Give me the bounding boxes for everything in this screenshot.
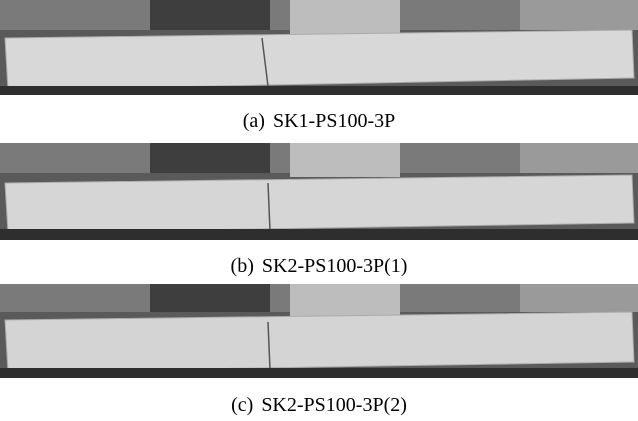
panel-label: (c) [231, 394, 253, 416]
panel-caption: SK2-PS100-3P(1) [262, 255, 408, 277]
caption: (c) SK2-PS100-3P(2) [0, 393, 638, 417]
panel-label: (b) [231, 255, 254, 277]
photo [0, 284, 638, 378]
panel-caption: SK2-PS100-3P(2) [261, 394, 407, 416]
caption: (b) SK2-PS100-3P(1) [0, 254, 638, 278]
panel-caption: SK1-PS100-3P [273, 110, 395, 132]
photo [0, 143, 638, 240]
panel-label: (a) [243, 110, 265, 132]
figure: (a) SK1-PS100-3P (b) SK2-PS100-3P(1) (c) SK… [0, 0, 638, 421]
caption: (a) SK1-PS100-3P [0, 109, 638, 133]
photo [0, 0, 638, 95]
